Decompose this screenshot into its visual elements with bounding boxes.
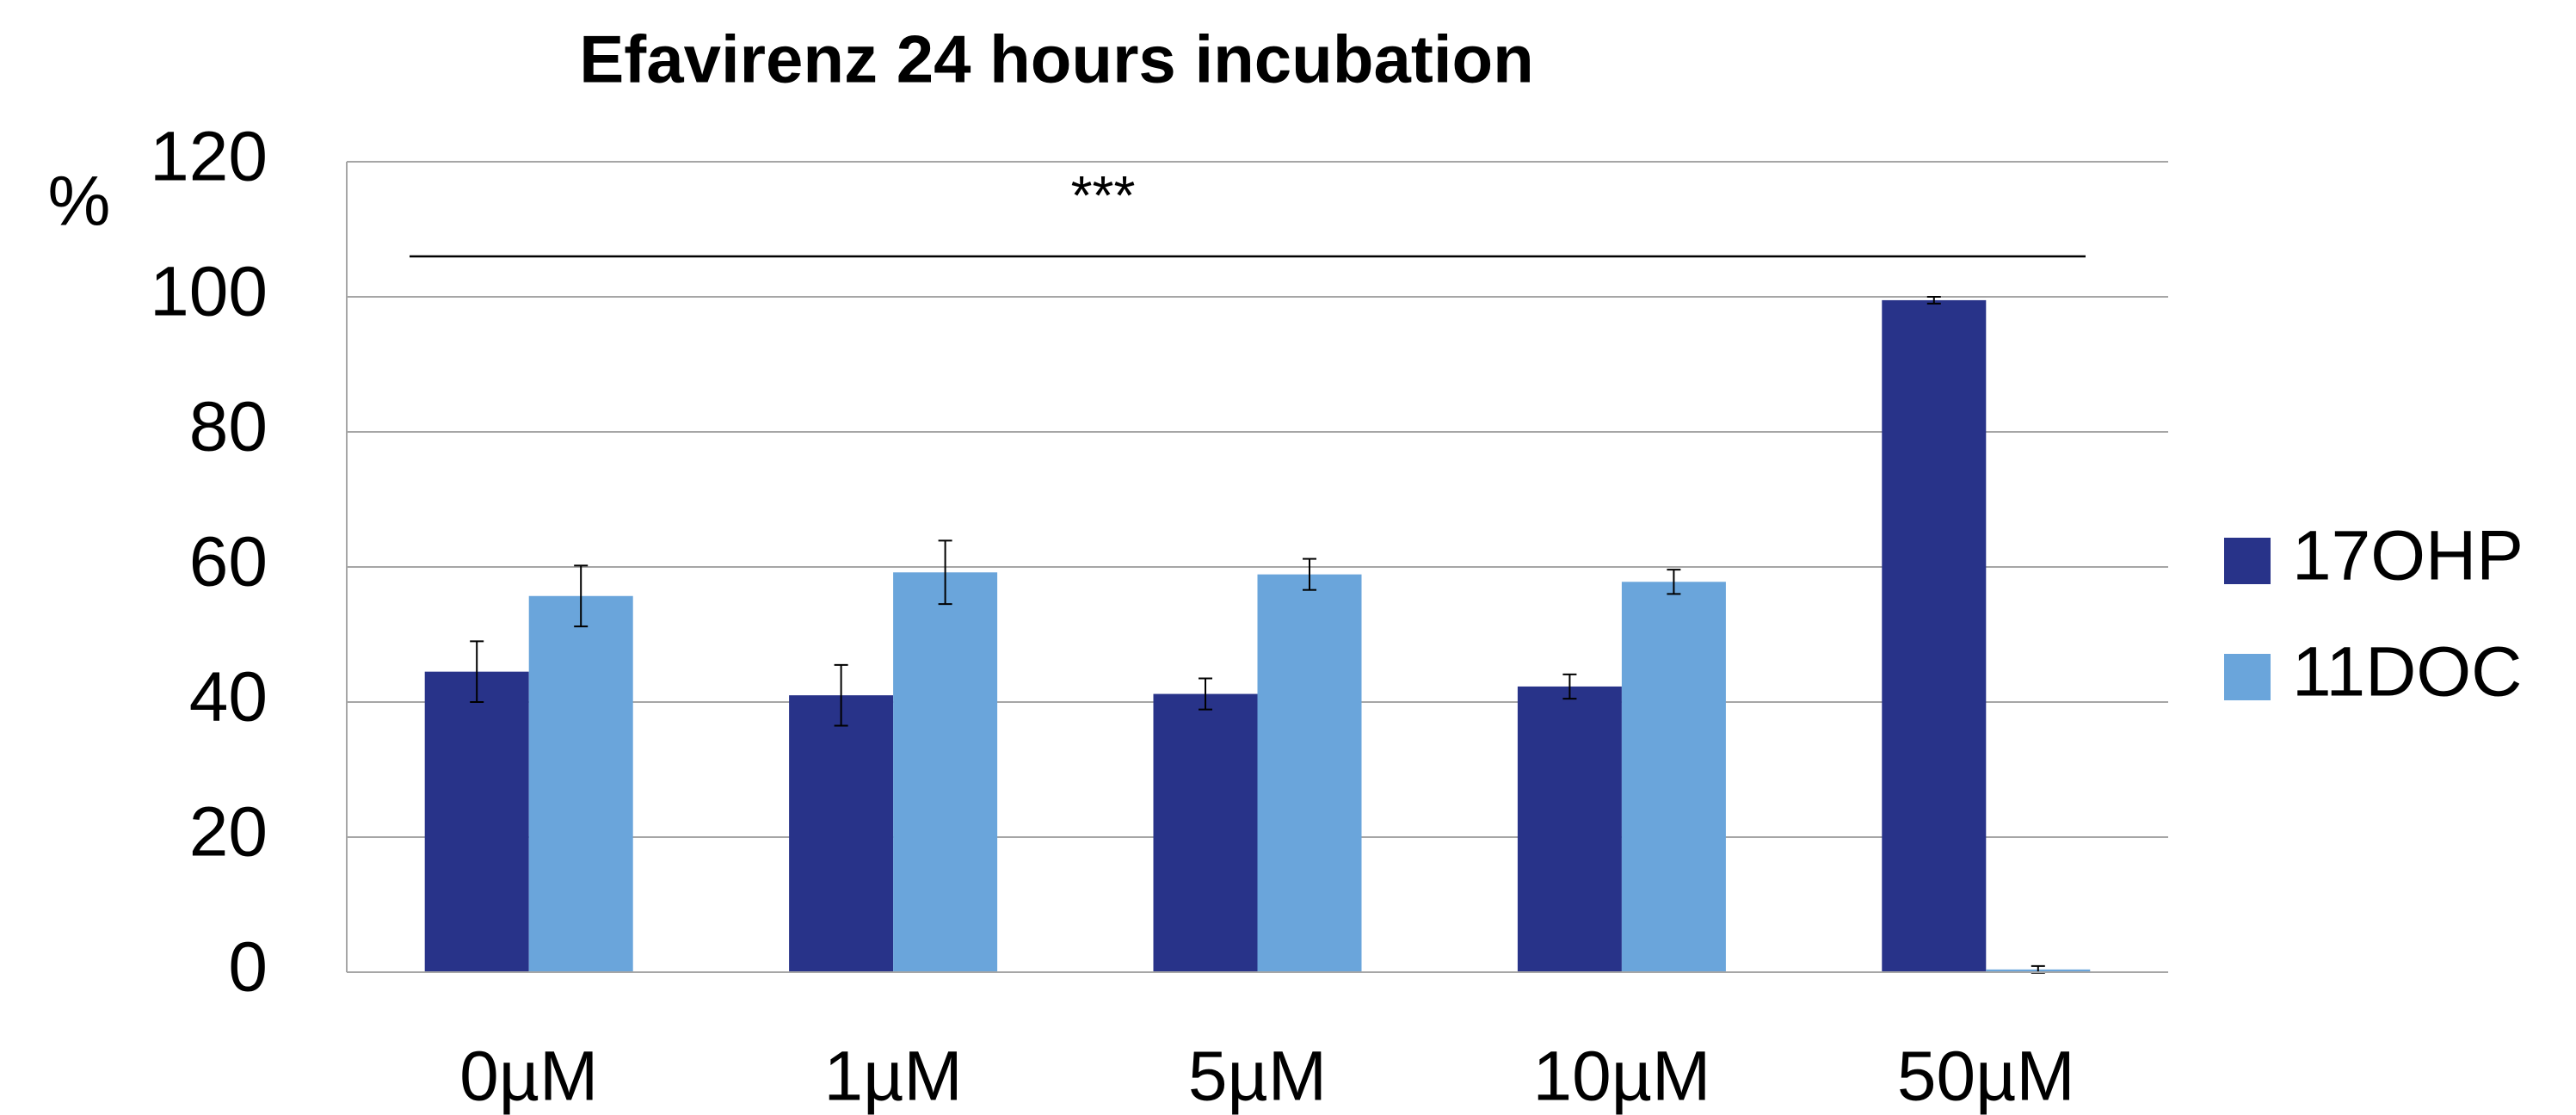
x-tick-label: 50µM: [1897, 1038, 2075, 1115]
error-bar: [1303, 558, 1316, 591]
legend-swatch: [2224, 538, 2271, 584]
y-tick-label: 40: [189, 658, 268, 736]
error-bar: [1562, 673, 1577, 700]
legend-swatch: [2224, 654, 2271, 700]
error-bar: [1926, 296, 1941, 305]
error-bar: [470, 640, 484, 703]
y-axis-label: %: [48, 163, 111, 241]
x-tick-label: 5µM: [1188, 1038, 1327, 1115]
y-tick-label: 60: [189, 523, 268, 601]
significance-annotation: ***: [1071, 164, 1136, 226]
bar: [1517, 686, 1622, 972]
x-tick-label: 0µM: [459, 1038, 598, 1115]
error-bar: [834, 663, 848, 727]
error-bar: [574, 564, 589, 628]
chart-title: Efavirenz 24 hours incubation: [579, 22, 1534, 97]
y-tick-label: 80: [189, 388, 268, 466]
bar: [1882, 299, 1987, 972]
error-bar: [1199, 677, 1212, 711]
x-tick-label: 1µM: [824, 1038, 963, 1115]
y-tick-label: 20: [189, 793, 268, 872]
legend-label: 11DOC: [2292, 633, 2522, 712]
error-bar: [1667, 569, 1681, 595]
y-tick-label: 120: [150, 118, 268, 196]
bar: [893, 572, 998, 972]
bar: [789, 695, 894, 972]
y-tick-label: 100: [150, 253, 268, 331]
x-tick-label: 10µM: [1533, 1038, 1711, 1115]
bar: [424, 671, 529, 972]
bar: [1153, 693, 1258, 972]
bar: [1621, 582, 1726, 972]
error-bar: [938, 539, 952, 606]
bar: [1257, 574, 1362, 972]
legend-label: 17OHP: [2292, 517, 2524, 595]
y-tick-label: 0: [228, 928, 268, 1007]
bar: [528, 595, 633, 972]
